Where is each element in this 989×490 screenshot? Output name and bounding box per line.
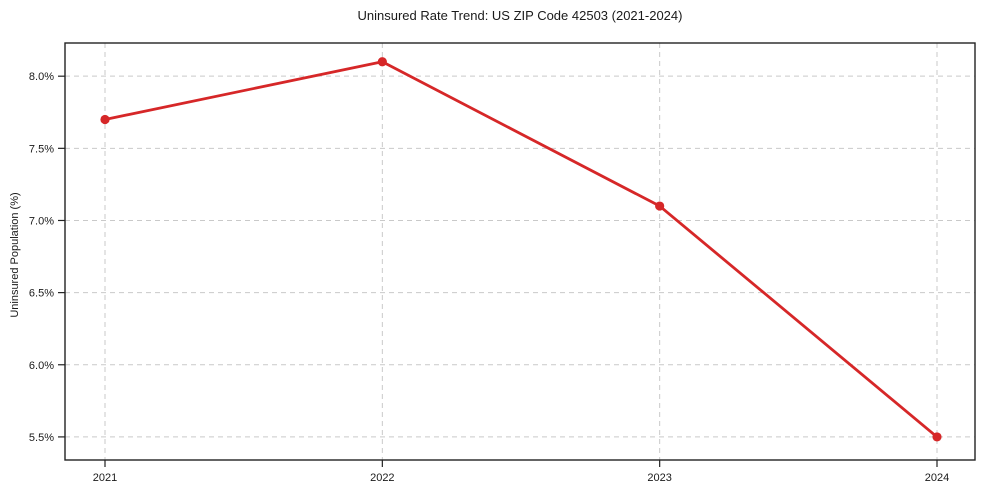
data-point-2024 xyxy=(932,432,942,442)
y-tick-label: 6.0% xyxy=(29,360,54,372)
data-point-2021 xyxy=(100,114,110,125)
y-tick-label: 6.5% xyxy=(29,288,54,300)
y-tick-label: 7.0% xyxy=(29,215,54,227)
data-point-2023 xyxy=(655,201,665,211)
x-tick-label: 2024 xyxy=(925,472,949,484)
chart-title: Uninsured Rate Trend: US ZIP Code 42503 … xyxy=(357,8,683,23)
plot-frame xyxy=(64,42,976,461)
y-tick-label: 8.0% xyxy=(29,71,54,83)
y-tick-label: 5.5% xyxy=(29,432,54,444)
x-tick-label: 2023 xyxy=(647,472,671,484)
x-tick-label: 2021 xyxy=(93,472,117,484)
y-tick-label: 7.5% xyxy=(29,143,54,155)
x-tick-label: 2022 xyxy=(370,472,394,484)
trend-line xyxy=(103,60,939,439)
data-point-2022 xyxy=(377,57,387,67)
